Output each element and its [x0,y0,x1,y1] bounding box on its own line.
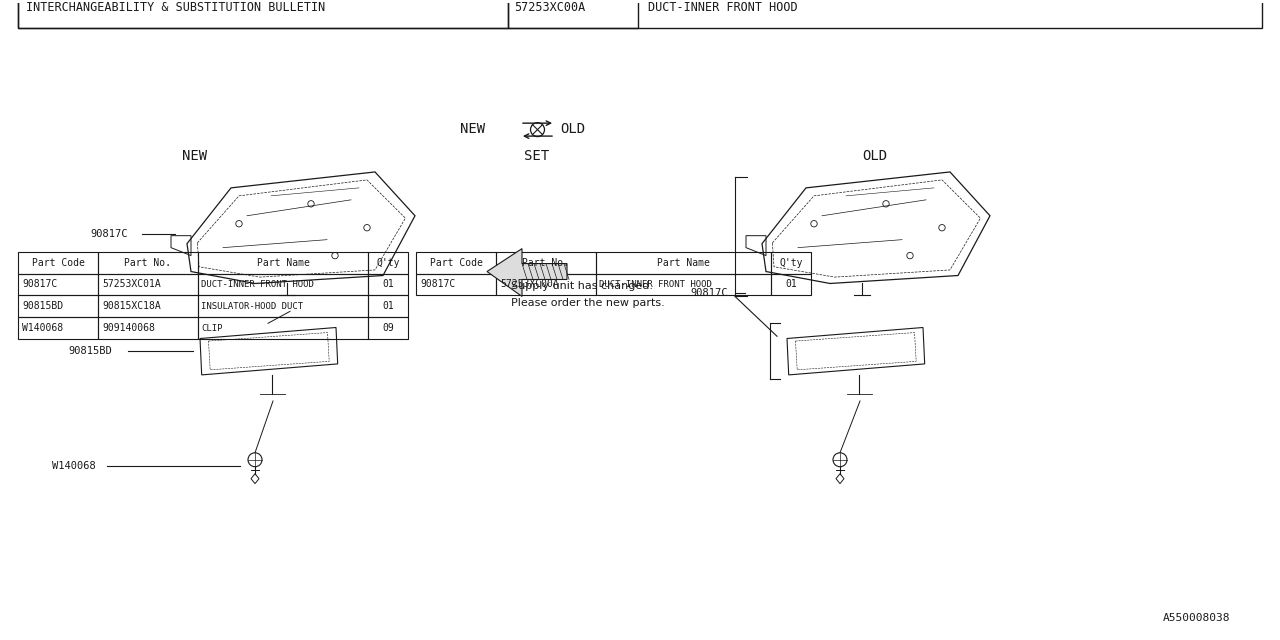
Bar [771,273,812,296]
Text: DUCT-INNER FRONT HOOD: DUCT-INNER FRONT HOOD [648,1,797,14]
Bar [198,273,369,296]
Text: W140068: W140068 [52,461,96,471]
Text: Part Code: Part Code [430,257,483,268]
Text: Q'ty: Q'ty [376,257,399,268]
Bar [99,296,198,317]
Text: Part No.: Part No. [124,257,172,268]
Text: 57253XC01A: 57253XC01A [102,280,161,289]
Text: INTERCHANGEABILITY & SUBSTITUTION BULLETIN: INTERCHANGEABILITY & SUBSTITUTION BULLET… [26,1,325,14]
Text: OLD: OLD [561,122,585,136]
Text: Part No.: Part No. [522,257,570,268]
Bar [369,273,408,296]
Text: 90815XC18A: 90815XC18A [102,301,161,312]
Bar [369,252,408,273]
Bar [369,317,408,339]
Text: NEW: NEW [460,122,485,136]
Bar [497,252,596,273]
Bar [198,252,369,273]
Bar [18,0,508,28]
Text: Q'ty: Q'ty [780,257,803,268]
Bar [18,0,1262,28]
Text: INSULATOR-HOOD DUCT: INSULATOR-HOOD DUCT [201,302,303,311]
Text: 909140068: 909140068 [102,323,155,333]
Text: 90817C: 90817C [420,280,456,289]
Bar [771,252,812,273]
Text: A550008038: A550008038 [1162,613,1230,623]
Bar [198,296,369,317]
Text: W140068: W140068 [22,323,63,333]
Text: NEW: NEW [183,149,207,163]
Bar [596,273,771,296]
Text: Part Name: Part Name [657,257,710,268]
Bar [18,296,99,317]
Bar [596,252,771,273]
Text: Part Name: Part Name [256,257,310,268]
Bar [99,317,198,339]
Bar [497,273,596,296]
Text: Part Code: Part Code [32,257,84,268]
Polygon shape [486,248,567,296]
Text: 90817C: 90817C [22,280,58,289]
Text: 01: 01 [383,280,394,289]
Bar [508,0,637,28]
Text: 01: 01 [383,301,394,312]
Bar [18,273,99,296]
Bar [198,317,369,339]
Bar [99,252,198,273]
Text: OLD: OLD [863,149,887,163]
Text: CLIP: CLIP [201,324,223,333]
Text: DUCT-INNER FRONT HOOD: DUCT-INNER FRONT HOOD [201,280,314,289]
Bar [99,273,198,296]
Text: Supply unit has changed.
Please order the new parts.: Supply unit has changed. Please order th… [511,281,664,308]
Bar [416,273,497,296]
Bar [416,252,497,273]
Text: 90815BD: 90815BD [22,301,63,312]
Text: 90815BD: 90815BD [68,346,111,356]
Text: DUCT-INNER FRONT HOOD: DUCT-INNER FRONT HOOD [599,280,712,289]
Text: SET: SET [525,149,549,163]
Text: 90817C: 90817C [690,289,727,298]
Text: 57253XC00A: 57253XC00A [515,1,585,14]
Text: 57253XC00A: 57253XC00A [500,280,559,289]
Text: 01: 01 [785,280,797,289]
Bar [18,317,99,339]
Bar [369,296,408,317]
Text: 90817C: 90817C [90,228,128,239]
Text: 09: 09 [383,323,394,333]
Bar [18,252,99,273]
